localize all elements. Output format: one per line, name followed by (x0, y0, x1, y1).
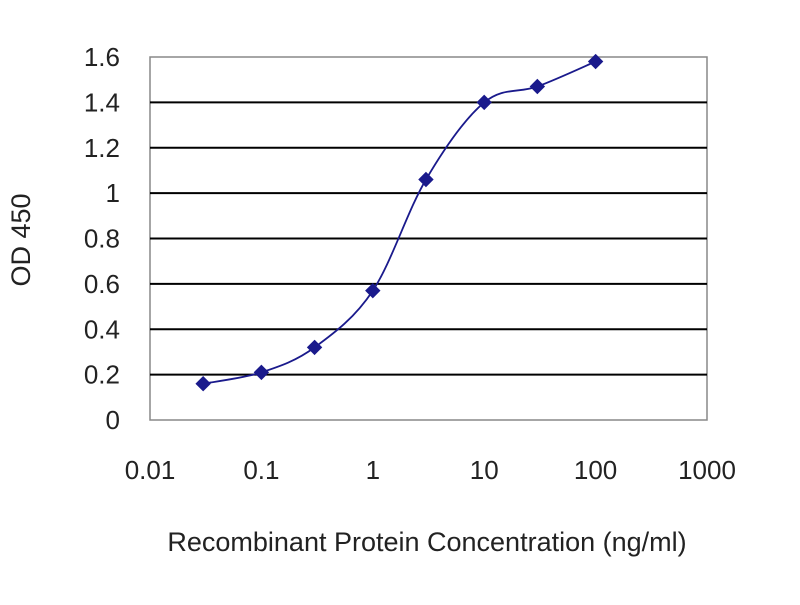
y-tick-label: 0.4 (84, 314, 120, 344)
x-tick-label: 100 (574, 455, 617, 485)
y-tick-label: 0.2 (84, 360, 120, 390)
y-tick-label: 1.4 (84, 87, 120, 117)
y-tick-label: 0.8 (84, 224, 120, 254)
y-tick-label: 1 (106, 178, 120, 208)
x-tick-labels: 0.01 0.1 1 10 100 1000 (125, 455, 736, 485)
y-tick-label: 0 (106, 405, 120, 435)
data-point (306, 339, 323, 356)
y-axis-title: OD 450 (6, 193, 36, 286)
data-point (476, 94, 492, 111)
x-tick-label: 1000 (678, 455, 736, 485)
data-series (195, 53, 604, 392)
y-tick-label: 1.6 (84, 42, 120, 72)
data-point (529, 78, 546, 95)
data-point (418, 171, 434, 188)
data-point (365, 282, 381, 299)
data-point (587, 53, 604, 70)
y-tick-label: 0.6 (84, 269, 120, 299)
data-point (253, 364, 270, 381)
x-tick-label: 0.1 (243, 455, 279, 485)
data-point (195, 375, 211, 392)
grid-lines (150, 101, 707, 376)
series-line (203, 60, 596, 385)
x-tick-label: 1 (366, 455, 380, 485)
y-tick-label: 1.2 (84, 133, 120, 163)
x-tick-label: 10 (470, 455, 499, 485)
y-tick-labels: 0 0.2 0.4 0.6 0.8 1 1.2 1.4 1.6 (84, 42, 120, 435)
x-tick-label: 0.01 (125, 455, 176, 485)
x-axis-title: Recombinant Protein Concentration (ng/ml… (167, 527, 686, 557)
